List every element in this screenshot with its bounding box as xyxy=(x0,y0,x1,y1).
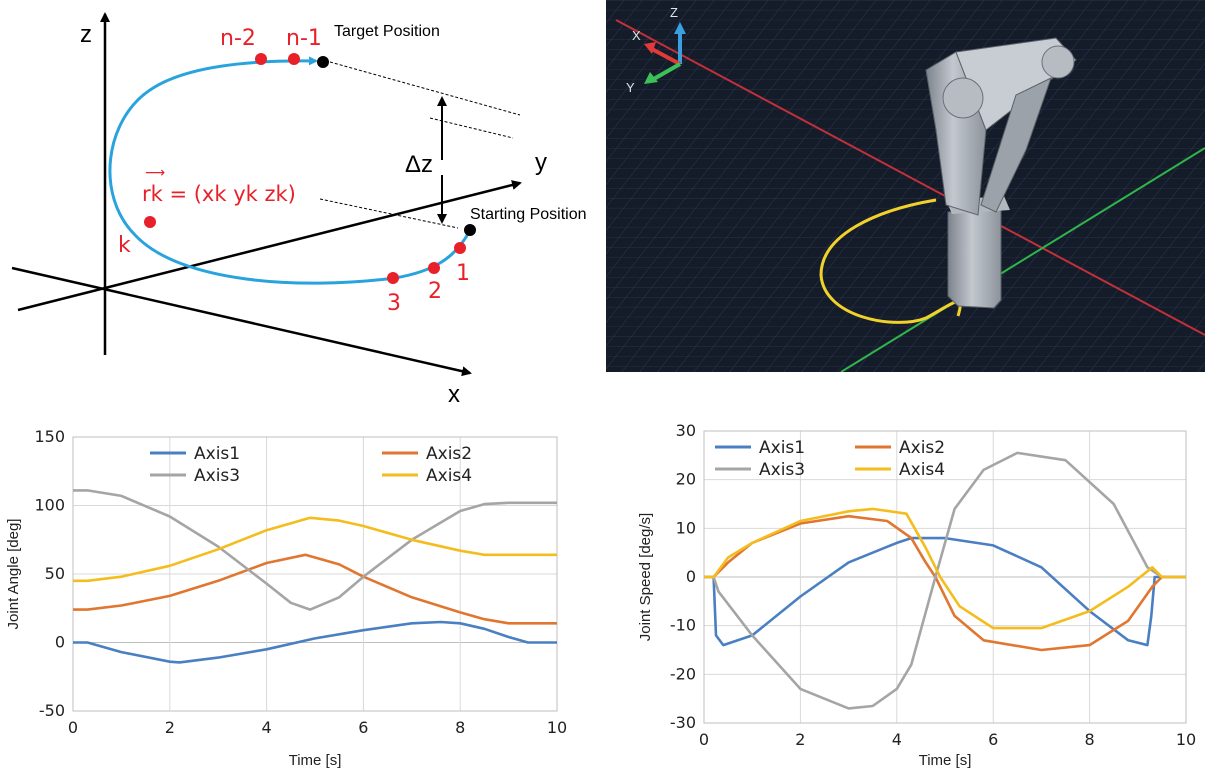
y-tick-label: 150 xyxy=(34,427,65,446)
label-n-1: n-1 xyxy=(286,26,322,51)
x-tick-label: 0 xyxy=(699,730,709,749)
point-n-1 xyxy=(288,53,300,65)
render-y-axis-line xyxy=(840,147,1205,372)
x-tick-label: 10 xyxy=(547,718,567,737)
y-tick-label: 10 xyxy=(676,518,696,537)
gizmo-x-label: X xyxy=(632,28,641,43)
series-line-axis3 xyxy=(704,451,1186,710)
point-2 xyxy=(428,262,440,274)
y-tick-label: -50 xyxy=(39,701,65,720)
y-axis-title: Joint Speed [deg/s] xyxy=(637,513,654,641)
y-tick-label: -30 xyxy=(670,713,696,732)
series-line-axis3 xyxy=(73,489,557,611)
label-1: 1 xyxy=(456,261,470,286)
legend-label-axis4: Axis4 xyxy=(899,460,945,480)
starting-position-label: Starting Position xyxy=(470,206,587,223)
x-tick-label: 8 xyxy=(455,718,465,737)
y-tick-label: 50 xyxy=(45,564,65,583)
x-axis-label: x xyxy=(448,381,460,405)
delta-z-label: Δz xyxy=(405,151,433,178)
y-axis-label: y xyxy=(535,149,547,176)
x-tick-label: 4 xyxy=(892,730,902,749)
x-tick-label: 6 xyxy=(358,718,368,737)
legend-label-axis3: Axis3 xyxy=(194,466,240,486)
gizmo-y-label: Y xyxy=(626,80,635,95)
legend-label-axis1: Axis1 xyxy=(759,438,805,458)
x-tick-label: 2 xyxy=(795,730,805,749)
series-line-axis1 xyxy=(73,620,557,664)
y-tick-label: 0 xyxy=(55,633,65,652)
label-2: 2 xyxy=(428,279,442,304)
upper-guide-line xyxy=(429,117,514,139)
series-line-axis1 xyxy=(704,536,1186,647)
render-trajectory xyxy=(819,198,962,324)
plot-area xyxy=(72,436,558,712)
label-3: 3 xyxy=(387,291,401,316)
vector-arrow: ⟶ xyxy=(145,165,165,181)
label-n-2: n-2 xyxy=(220,26,256,51)
legend-label-axis1: Axis1 xyxy=(194,444,240,464)
x-tick-label: 4 xyxy=(262,718,272,737)
y-tick-label: 0 xyxy=(686,567,696,586)
axis-gizmo: Z X Y xyxy=(626,5,686,95)
start-guide-line xyxy=(319,198,459,229)
render-x-axis-line xyxy=(615,19,1205,336)
x-axis-title: Time [s] xyxy=(919,752,972,769)
trajectory-path xyxy=(108,56,472,285)
legend-label-axis2: Axis2 xyxy=(899,438,945,458)
x-tick-label: 6 xyxy=(988,730,998,749)
render-grid xyxy=(606,0,1205,372)
x-axis xyxy=(11,266,472,377)
series-line-axis4 xyxy=(704,507,1186,630)
label-k: k xyxy=(118,233,131,258)
gizmo-z-label: Z xyxy=(670,5,678,20)
x-tick-label: 8 xyxy=(1085,730,1095,749)
trajectory-diagram: z y x Δz n-2 n-1 k 3 2 1 ⟶ rk = (xk yk z… xyxy=(11,12,587,405)
x-tick-label: 0 xyxy=(68,718,78,737)
start-point xyxy=(464,224,476,236)
x-axis-title: Time [s] xyxy=(289,752,342,769)
y-tick-label: -20 xyxy=(670,664,696,683)
legend-label-axis3: Axis3 xyxy=(759,460,805,480)
y-axis-title: Joint Angle [deg] xyxy=(5,519,22,630)
series-line-axis4 xyxy=(73,516,557,583)
y-tick-label: 100 xyxy=(34,496,65,515)
robot-render: Z X Y xyxy=(606,0,1205,372)
point-n-2 xyxy=(255,53,267,65)
y-tick-label: 20 xyxy=(676,470,696,489)
joint-speed-chart: -30 -20 -10 0 10 20 30 0 2 4 6 8 10 Axis1 Axis2 Axis3 Ax… xyxy=(637,421,1196,769)
point-3 xyxy=(387,272,399,284)
target-point xyxy=(317,56,329,68)
point-k xyxy=(144,216,156,228)
point-1 xyxy=(454,242,466,254)
target-position-label: Target Position xyxy=(334,23,440,40)
legend-label-axis2: Axis2 xyxy=(426,444,472,464)
series-line-axis2 xyxy=(73,553,557,625)
x-tick-label: 2 xyxy=(165,718,175,737)
y-tick-label: 30 xyxy=(676,421,696,440)
target-guide-line xyxy=(329,61,521,116)
z-axis-label: z xyxy=(80,21,92,48)
legend-label-axis4: Axis4 xyxy=(426,466,472,486)
x-tick-label: 10 xyxy=(1176,730,1196,749)
vector-label: rk = (xk yk zk) xyxy=(142,182,296,206)
robot-arm xyxy=(925,37,1077,309)
y-tick-label: -10 xyxy=(670,616,696,635)
